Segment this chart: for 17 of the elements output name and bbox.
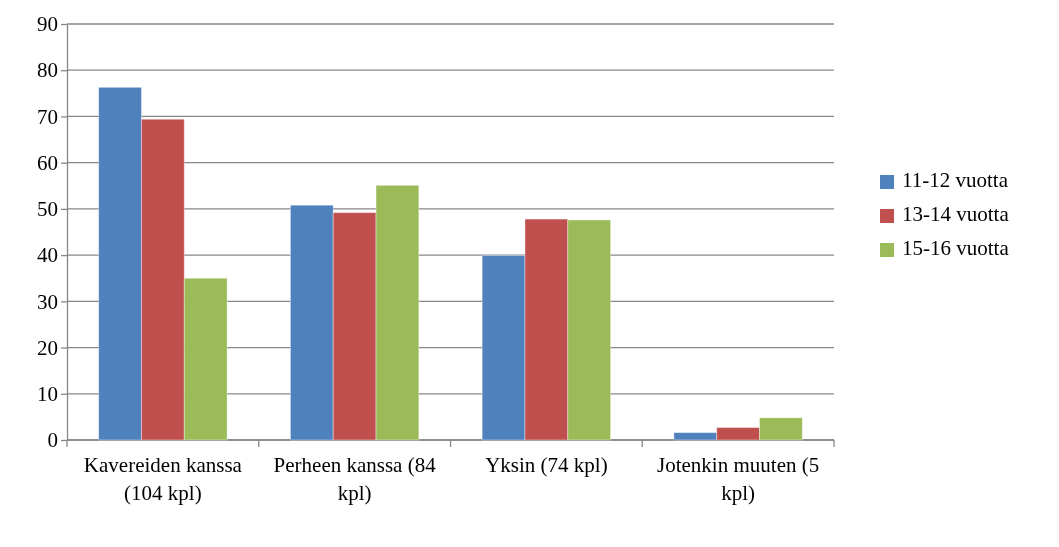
- y-tick-label: 50: [37, 197, 58, 222]
- x-tick-label: Yksin (74 kpl): [485, 453, 608, 477]
- x-tick-label: Kavereiden kanssa (104 kpl): [83, 453, 243, 505]
- legend-label: 15-16 vuotta: [902, 236, 1010, 260]
- y-tick-label: 40: [37, 243, 58, 268]
- y-tick-label: 20: [37, 335, 58, 360]
- y-tick-label: 0: [47, 428, 58, 453]
- y-tick-label: 10: [37, 382, 58, 406]
- x-tick-label: Perheen kanssa (84 kpl): [273, 453, 437, 505]
- y-tick-label: 80: [37, 58, 58, 83]
- y-tick-label: 60: [37, 150, 58, 175]
- x-tick-label: Jotenkin muuten (5 kpl): [657, 453, 820, 505]
- y-tick-label: 90: [37, 12, 58, 37]
- legend-label: 11-12 vuotta: [902, 168, 1009, 192]
- y-tick-label: 70: [37, 104, 58, 129]
- y-tick-label: 30: [37, 289, 58, 314]
- legend-label: 13-14 vuotta: [902, 202, 1010, 226]
